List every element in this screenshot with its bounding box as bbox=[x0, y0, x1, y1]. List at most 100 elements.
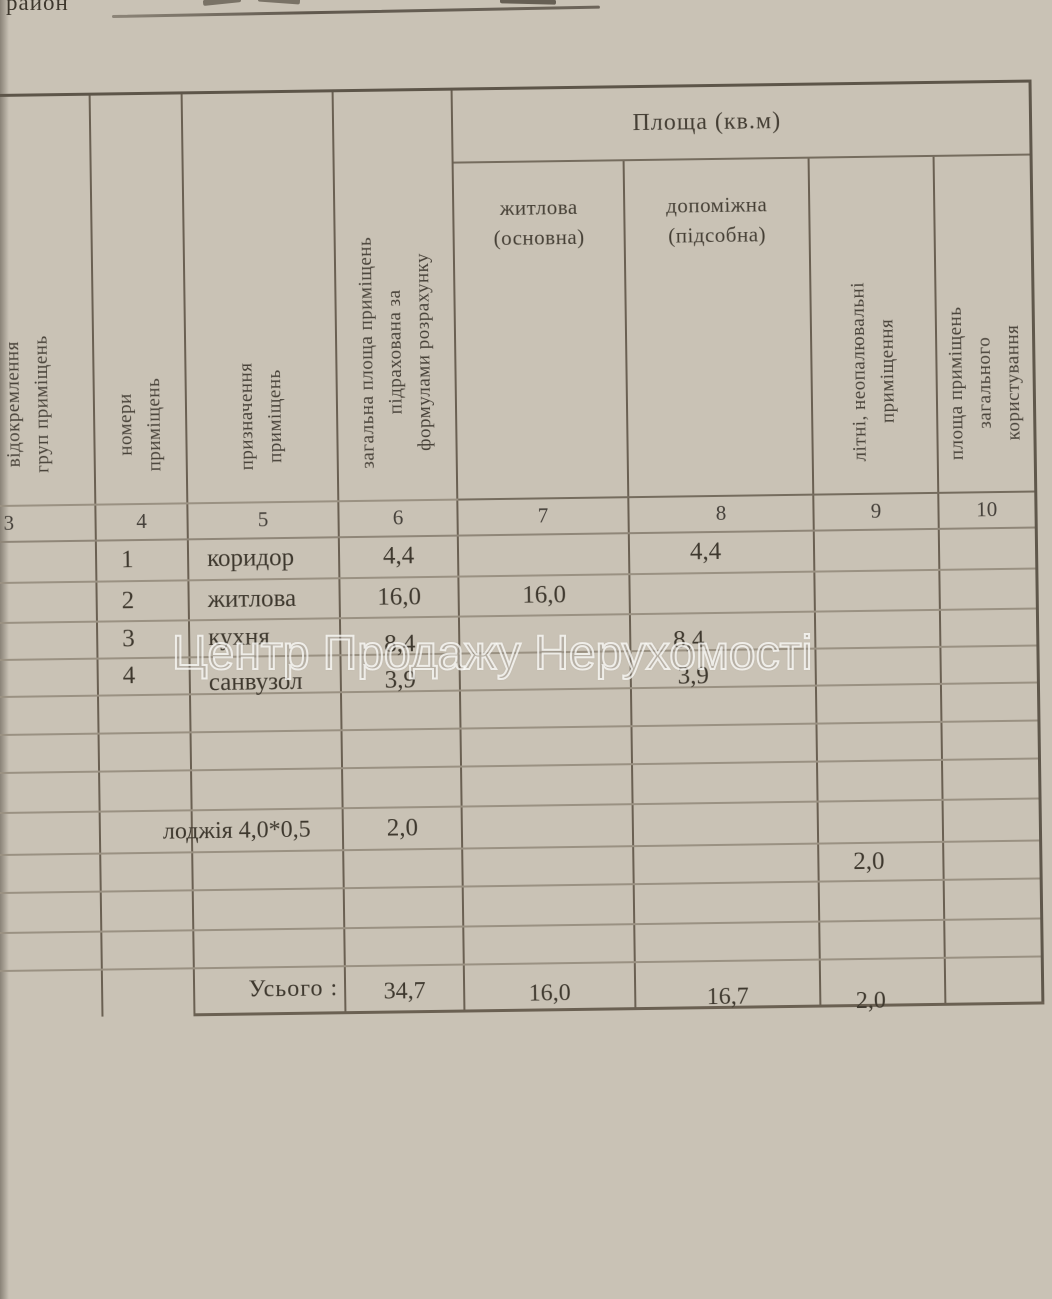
header-line: номери bbox=[114, 393, 137, 457]
empty-cell bbox=[632, 761, 818, 804]
empty-cell bbox=[191, 767, 343, 810]
value-text: 34,7 bbox=[383, 978, 426, 1005]
empty-cell bbox=[98, 731, 192, 772]
header-line: загальна площа приміщень bbox=[354, 236, 379, 469]
empty-cell bbox=[941, 757, 1040, 800]
empty-cell bbox=[192, 887, 345, 930]
empty-cell bbox=[97, 693, 191, 734]
empty-cell bbox=[192, 849, 344, 890]
loggia-label-cell: лоджія 4,0*0,5 bbox=[163, 807, 344, 852]
empty-cell bbox=[813, 528, 940, 572]
empty-cell bbox=[0, 891, 102, 933]
room-name: житлова bbox=[188, 577, 340, 620]
header-area-group: Площа (кв.м) bbox=[451, 81, 1031, 163]
empty-cell bbox=[0, 540, 97, 583]
value-text: 4,4 bbox=[689, 537, 722, 566]
empty-cell bbox=[343, 886, 464, 928]
column-number: 4 bbox=[95, 502, 188, 541]
header-col10-text: площа приміщень загального користування bbox=[941, 306, 1029, 487]
value-text: 2,0 bbox=[855, 987, 887, 1015]
empty-cell bbox=[633, 881, 820, 924]
agency-watermark: Центр Продажу Нерухомості bbox=[171, 626, 813, 681]
header-line: користування bbox=[1001, 324, 1025, 441]
empty-cell bbox=[818, 879, 945, 922]
header-line: відокремлення bbox=[2, 341, 25, 468]
column-number: 7 bbox=[457, 496, 629, 536]
empty-cell bbox=[942, 797, 1041, 842]
empty-cell bbox=[463, 923, 635, 965]
header-col8-text: допоміжна (підсобна) bbox=[625, 158, 809, 251]
empty-cell bbox=[341, 728, 462, 768]
empty-cell bbox=[631, 723, 817, 764]
empty-cell bbox=[0, 621, 98, 660]
header-col5-text: призначення приміщень bbox=[232, 362, 291, 497]
empty-cell bbox=[634, 921, 820, 962]
loggia-summer-value: 2,0 bbox=[818, 841, 944, 882]
empty-cell bbox=[815, 646, 941, 686]
void-cell bbox=[101, 967, 195, 1017]
district-label: район bbox=[6, 0, 69, 15]
empty-cell bbox=[819, 919, 945, 960]
header-col8-auxiliary: допоміжна (підсобна) bbox=[623, 157, 814, 497]
empty-cell bbox=[817, 799, 944, 844]
empty-cell bbox=[814, 569, 940, 612]
header-line: формулами розрахунку bbox=[411, 252, 436, 451]
empty-cell bbox=[190, 729, 343, 770]
header-line: груп приміщень bbox=[30, 335, 54, 474]
header-line: приміщення bbox=[876, 319, 899, 424]
empty-cell bbox=[944, 917, 1042, 958]
header-line: приміщень bbox=[263, 368, 287, 463]
header-col4-text: номери приміщень bbox=[111, 378, 170, 498]
empty-cell bbox=[816, 759, 943, 802]
explication-table-wrap: відокремлення груп приміщень номери прим… bbox=[0, 79, 1044, 1020]
empty-cell bbox=[100, 889, 194, 932]
empty-cell bbox=[943, 839, 1041, 880]
empty-cell bbox=[941, 719, 1040, 760]
aux-area-value: 4,4 bbox=[628, 530, 815, 574]
empty-cell bbox=[462, 845, 634, 887]
header-col5-room-purpose: призначення приміщень bbox=[181, 90, 339, 503]
header-line: загального bbox=[973, 336, 996, 430]
total-area-sum: 34,7 bbox=[344, 964, 465, 1013]
room-number: 1 bbox=[95, 538, 189, 582]
empty-cell bbox=[0, 733, 100, 773]
header-line: приміщень bbox=[142, 377, 165, 472]
empty-cell bbox=[0, 931, 102, 971]
header-line: літні, неопалювальні bbox=[847, 281, 871, 462]
empty-cell bbox=[630, 685, 817, 726]
header-line: (підсобна) bbox=[668, 222, 767, 248]
column-number: 6 bbox=[338, 499, 458, 537]
aux-area-sum: 16,7 bbox=[634, 959, 821, 1010]
empty-cell bbox=[633, 843, 819, 884]
value-text: 2,0 bbox=[853, 847, 885, 875]
living-area-value: 16,0 bbox=[458, 573, 630, 617]
column-number: 9 bbox=[813, 492, 939, 531]
empty-cell bbox=[0, 581, 97, 623]
empty-cell bbox=[814, 609, 941, 649]
header-col4-room-numbers: номери приміщень bbox=[89, 92, 188, 505]
summer-area-sum: 2,0 bbox=[819, 957, 946, 1014]
header-line: житлова bbox=[499, 194, 578, 220]
header-col10-common-use: площа приміщень загального користування bbox=[933, 154, 1036, 493]
empty-cell bbox=[940, 681, 1039, 722]
empty-cell bbox=[943, 877, 1042, 920]
aux-area-value bbox=[629, 571, 815, 614]
header-line: допоміжна bbox=[665, 191, 768, 218]
empty-cell bbox=[344, 926, 464, 966]
empty-cell bbox=[461, 763, 633, 807]
total-area-value: 16,0 bbox=[339, 576, 459, 618]
header-line: площа приміщень bbox=[944, 306, 968, 461]
empty-cell bbox=[193, 927, 345, 968]
room-number: 2 bbox=[96, 579, 189, 622]
empty-cell bbox=[460, 725, 633, 767]
column-number: 3 bbox=[0, 504, 96, 542]
empty-cell bbox=[100, 851, 193, 892]
void-cell bbox=[0, 969, 103, 1018]
column-number: 10 bbox=[938, 491, 1036, 529]
empty-cell bbox=[940, 644, 1038, 684]
header-col3-text: відокремлення груп приміщень bbox=[0, 335, 58, 499]
header-col3-separate-groups: відокремлення груп приміщень bbox=[0, 94, 96, 506]
empty-cell bbox=[342, 766, 462, 808]
explication-table: відокремлення груп приміщень номери прим… bbox=[0, 79, 1044, 1020]
